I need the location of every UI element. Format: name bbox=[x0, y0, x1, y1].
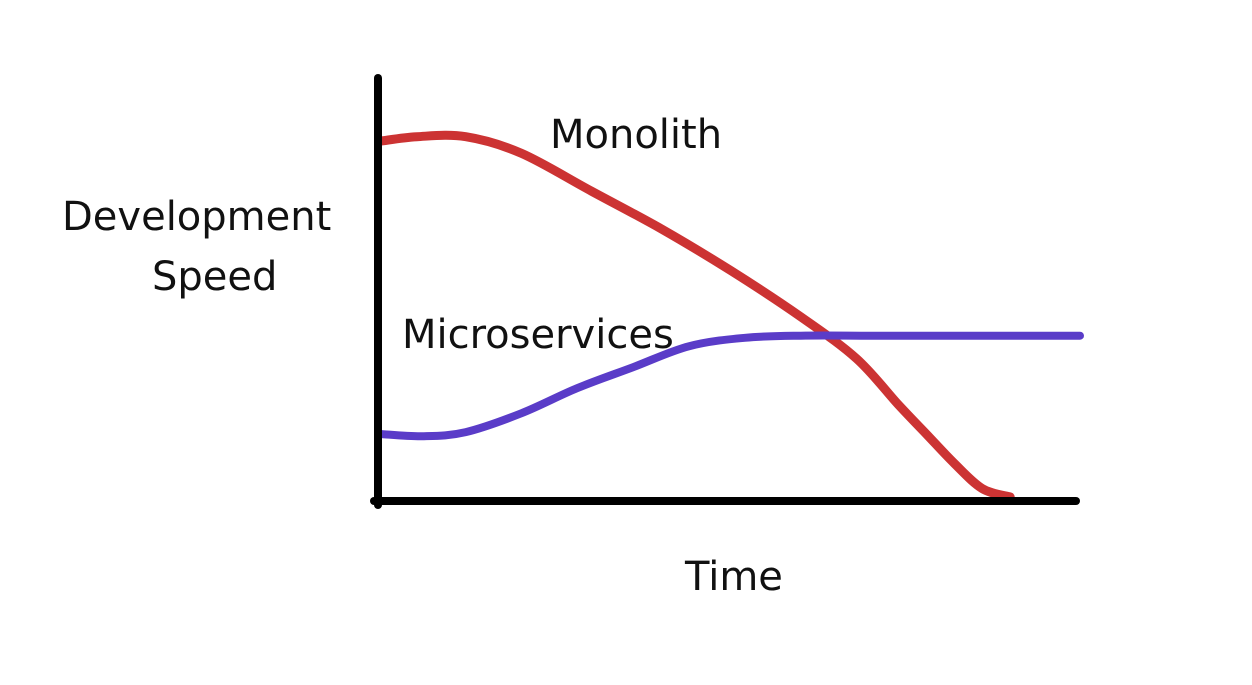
x-axis-label: Time bbox=[684, 554, 783, 600]
microservices-label: Microservices bbox=[402, 312, 674, 358]
microservices-line bbox=[378, 331, 1084, 441]
monolith-line bbox=[377, 130, 1015, 502]
y-axis-label-line2: Speed bbox=[152, 254, 277, 300]
plot-area bbox=[370, 74, 1084, 509]
y-axis-label-line1: Development bbox=[62, 194, 331, 240]
monolith-label: Monolith bbox=[550, 112, 722, 158]
